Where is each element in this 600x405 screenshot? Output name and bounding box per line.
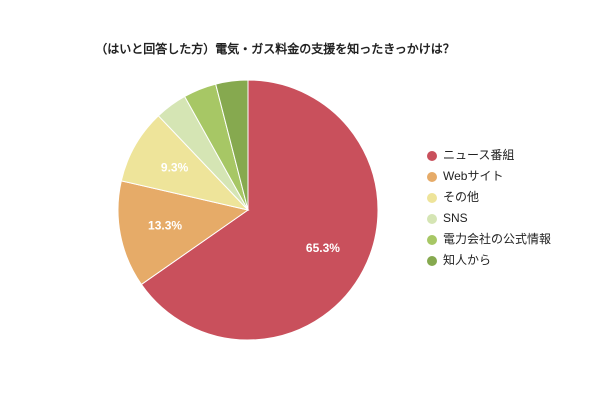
chart-title: （はいと回答した方）電気・ガス料金の支援を知ったきっかけは？ xyxy=(95,41,455,56)
pie-slice xyxy=(215,79,249,211)
legend-marker xyxy=(427,235,437,245)
pie-slice xyxy=(117,180,250,286)
slice-label: 9.3% xyxy=(161,160,189,174)
legend-label: 知人から xyxy=(443,253,491,267)
legend-marker xyxy=(427,151,437,161)
legend-marker xyxy=(427,214,437,224)
legend-label: Webサイト xyxy=(443,169,503,183)
legend-label: ニュース番組 xyxy=(443,148,514,162)
legend-label: SNS xyxy=(443,211,468,225)
slice-label: 65.3% xyxy=(306,241,340,255)
pie-slice xyxy=(140,79,379,341)
slice-label: 13.3% xyxy=(148,218,182,232)
legend-label: 電力会社の公式情報 xyxy=(443,231,551,246)
legend-marker xyxy=(427,193,437,203)
legend-marker xyxy=(427,172,437,182)
legend-label: その他 xyxy=(443,190,479,204)
legend-marker xyxy=(427,256,437,266)
